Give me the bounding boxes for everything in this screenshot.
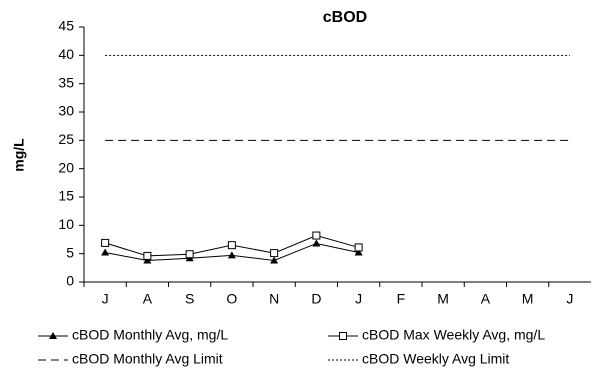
marker (227, 251, 236, 259)
marker (49, 332, 57, 339)
x-tick-label: O (226, 291, 237, 307)
x-tick-label: J (355, 291, 362, 307)
y-tick-label: 30 (58, 103, 74, 119)
y-tick-label: 40 (58, 46, 74, 62)
y-tick-label: 10 (58, 216, 74, 232)
marker (312, 231, 321, 240)
x-tick-label: D (311, 291, 321, 307)
x-tick-label: M (437, 291, 449, 307)
x-tick-label: S (185, 291, 194, 307)
x-tick-label: M (522, 291, 534, 307)
marker (101, 238, 110, 247)
legend-label: cBOD Weekly Avg Limit (362, 351, 509, 367)
marker (312, 239, 321, 247)
chart-title: cBOD (323, 9, 367, 26)
marker (143, 256, 152, 264)
marker (270, 249, 279, 258)
y-tick-label: 20 (58, 159, 74, 175)
y-tick-label: 15 (58, 188, 74, 204)
marker (339, 332, 347, 340)
x-tick-label: J (102, 291, 109, 307)
legend-label: cBOD Max Weekly Avg, mg/L (362, 327, 545, 343)
marker (101, 248, 110, 256)
y-tick-label: 5 (66, 244, 74, 260)
y-axis-label: mg/L (11, 138, 27, 172)
x-tick-label: F (397, 291, 406, 307)
x-tick-label: A (143, 291, 153, 307)
marker (270, 256, 279, 264)
y-tick-label: 25 (58, 131, 74, 147)
y-tick-label: 35 (58, 74, 74, 90)
marker (227, 241, 236, 250)
legend-label: cBOD Monthly Avg Limit (72, 351, 223, 367)
x-tick-label: A (481, 291, 491, 307)
marker (185, 250, 194, 259)
x-tick-label: N (269, 291, 279, 307)
marker (354, 243, 363, 252)
y-tick-label: 0 (66, 273, 74, 289)
legend-label: cBOD Monthly Avg, mg/L (72, 327, 228, 343)
y-tick-label: 45 (58, 18, 74, 34)
x-tick-label: J (566, 291, 573, 307)
marker (143, 251, 152, 260)
marker (354, 248, 363, 256)
